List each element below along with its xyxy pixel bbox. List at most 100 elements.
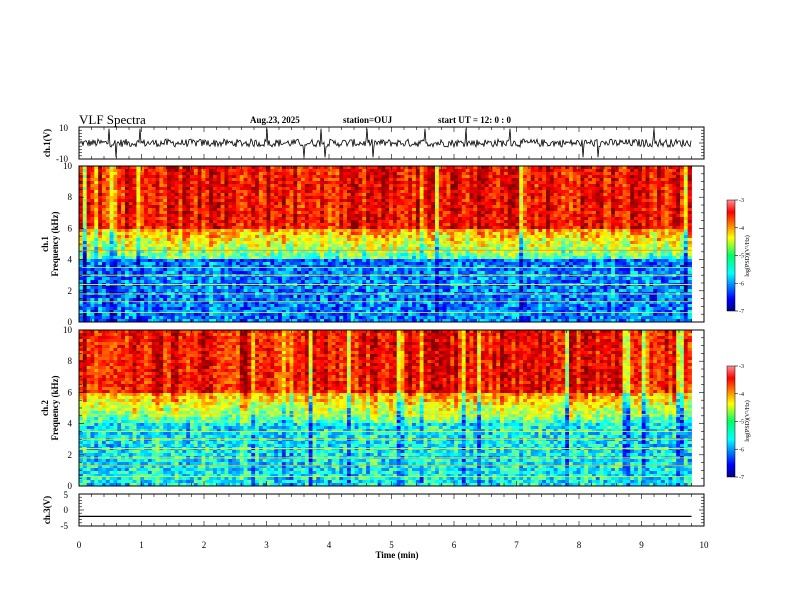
spectrogram-cell xyxy=(124,211,130,215)
spectrogram-cell xyxy=(266,256,271,260)
spectrogram-cell xyxy=(339,199,344,203)
spectrogram-cell xyxy=(446,232,451,236)
spectrogram-cell xyxy=(557,193,562,197)
spectrogram-cell xyxy=(549,172,555,176)
spectrogram-cell xyxy=(262,208,267,212)
spectrogram-cell xyxy=(163,250,168,254)
spectrogram-cell xyxy=(530,241,535,245)
spectrogram-cell xyxy=(128,232,133,236)
spectrogram-cell xyxy=(546,202,551,206)
spectrogram-cell xyxy=(392,181,398,185)
spectrogram-cell xyxy=(281,229,287,233)
spectrogram-cell xyxy=(293,175,298,179)
spectrogram-cell xyxy=(128,193,133,197)
spectrogram-cell xyxy=(140,244,145,248)
spectrogram-cell xyxy=(331,235,336,239)
spectrogram-cell xyxy=(484,253,490,257)
spectrogram-cell xyxy=(542,214,547,218)
spectrogram-cell xyxy=(457,220,463,224)
spectrogram-cell xyxy=(297,169,302,173)
spectrogram-cell xyxy=(105,229,111,233)
spectrogram-cell xyxy=(492,247,497,251)
spectrogram-cell xyxy=(343,208,348,212)
spectrogram-cell xyxy=(576,244,581,248)
spectrogram-cell xyxy=(346,187,352,191)
spectrogram-cell xyxy=(163,196,168,200)
spectrogram-cell xyxy=(565,220,570,224)
spectrogram-cell xyxy=(641,202,646,206)
spectrogram-cell xyxy=(132,220,137,224)
spectrogram-cell xyxy=(634,223,639,227)
spectrogram-cell xyxy=(446,211,451,215)
spectrogram-cell xyxy=(534,241,539,245)
spectrogram-cell xyxy=(438,214,444,218)
spectrogram-cell xyxy=(645,241,650,245)
spectrogram-cell xyxy=(530,211,535,215)
spectrogram-cell xyxy=(124,181,130,185)
spectrogram-cell xyxy=(538,241,543,245)
spectrogram-cell xyxy=(431,211,436,215)
spectrogram-cell xyxy=(480,250,486,254)
spectrogram-cell xyxy=(676,184,681,188)
spectrogram-cell xyxy=(366,229,371,233)
spectrogram-cell xyxy=(526,235,532,239)
spectrogram-cell xyxy=(205,226,210,230)
spectrogram-cell xyxy=(212,199,218,203)
spectrogram-cell xyxy=(653,178,658,182)
spectrogram-cell xyxy=(442,235,447,239)
spectrogram-cell xyxy=(503,232,509,236)
spectrogram-cell xyxy=(641,178,646,182)
spectrogram-cell xyxy=(285,187,290,191)
spectrogram-cell xyxy=(258,181,264,185)
spectrogram-cell xyxy=(79,226,84,230)
spectrogram-cell xyxy=(358,205,363,209)
spectrogram-cell xyxy=(676,238,681,242)
spectrogram-cell xyxy=(569,205,574,209)
spectrogram-cell xyxy=(634,172,639,176)
spectrogram-cell xyxy=(423,166,428,170)
spectrogram-cell xyxy=(278,196,283,200)
spectrogram-cell xyxy=(469,199,474,203)
spectrogram-cell xyxy=(423,193,428,197)
spectrogram-cell xyxy=(320,178,325,182)
spectrogram-cell xyxy=(500,250,505,254)
spectrogram-cell xyxy=(109,244,114,248)
spectrogram-cell xyxy=(255,181,260,185)
spectrogram-cell xyxy=(247,205,252,209)
spectrogram-cell xyxy=(660,202,666,206)
spectrogram-cell xyxy=(144,253,149,257)
spectrogram-cell xyxy=(404,169,409,173)
spectrogram-cell xyxy=(140,253,145,257)
spectrogram-cell xyxy=(163,166,168,170)
spectrogram-cell xyxy=(496,190,501,194)
spectrogram-cell xyxy=(278,253,283,257)
spectrogram-cell xyxy=(442,205,447,209)
spectrogram-cell xyxy=(304,244,310,248)
spectrogram-cell xyxy=(584,169,589,173)
spectrogram-cell xyxy=(637,250,643,254)
spectrogram-cell xyxy=(503,196,509,200)
spectrogram-cell xyxy=(477,229,482,233)
spectrogram-cell xyxy=(369,226,375,230)
spectrogram-cell xyxy=(637,187,643,191)
spectrogram-cell xyxy=(235,196,241,200)
spectrogram-cell xyxy=(346,175,352,179)
spectrogram-cell xyxy=(622,169,627,173)
spectrogram-cell xyxy=(419,181,424,185)
spectrogram-cell xyxy=(664,187,669,191)
spectrogram-cell xyxy=(423,199,428,203)
spectrogram-cell xyxy=(247,247,252,251)
spectrogram-cell xyxy=(278,208,283,212)
spectrogram-cell xyxy=(94,196,99,200)
spectrogram-cell xyxy=(262,223,267,227)
spectrogram-cell xyxy=(607,226,612,230)
spectrogram-cell xyxy=(469,253,474,257)
spectrogram-cell xyxy=(557,208,562,212)
spectrogram-cell xyxy=(415,193,421,197)
spectrogram-cell xyxy=(484,241,490,245)
spectrogram-cell xyxy=(396,211,401,215)
spectrogram-cell xyxy=(576,190,581,194)
spectrogram-cell xyxy=(258,220,264,224)
spectrogram-cell xyxy=(538,223,543,227)
spectrogram-cell xyxy=(278,199,283,203)
